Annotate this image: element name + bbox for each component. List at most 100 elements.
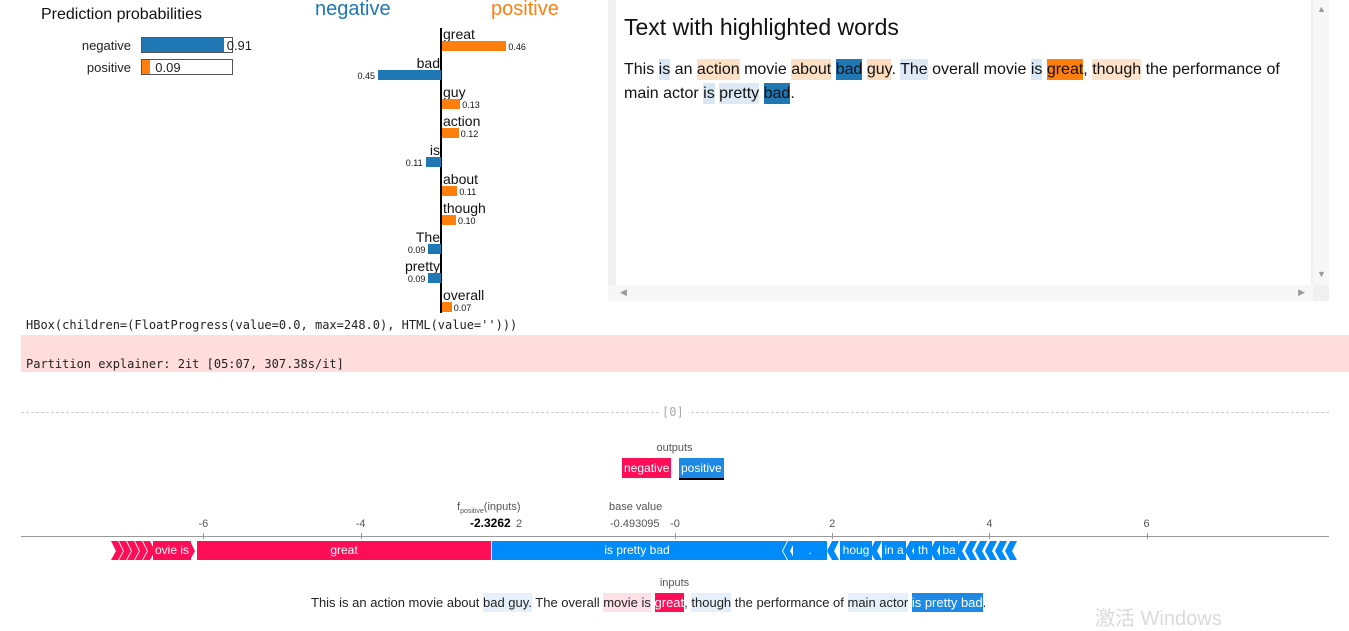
input-token[interactable]: This is an action movie about <box>311 595 483 610</box>
input-token[interactable]: The overall <box>531 595 604 610</box>
feature-word: guy <box>443 84 466 100</box>
chevron-icon <box>975 541 987 560</box>
feature-value: 0.10 <box>458 216 476 226</box>
highlight-token: though <box>1092 59 1142 80</box>
highlighted-text: This is an action movie about bad guy. T… <box>624 58 1314 106</box>
feature-bar <box>428 244 441 254</box>
axis-tick <box>989 533 991 539</box>
force-bar-movie-is[interactable]: ovie is <box>153 541 191 560</box>
chevron-icon <box>930 541 942 560</box>
input-token[interactable] <box>651 593 655 612</box>
feature-word: overall <box>443 287 485 303</box>
f-value-suffix: 2 <box>516 518 523 530</box>
feature-value: 0.07 <box>453 303 472 313</box>
f-symbol: f <box>457 501 461 513</box>
chevron-icon <box>127 541 139 560</box>
feature-value: 0.46 <box>508 42 526 52</box>
f-inputs: (inputs) <box>483 501 521 513</box>
stderr-output: Partition explainer: 2it [05:07, 307.38s… <box>21 335 1349 372</box>
force-bar-main-actor[interactable]: in a <box>882 541 906 560</box>
output-positive-button[interactable]: positive <box>679 458 724 480</box>
feature-value: 0.45 <box>357 71 375 81</box>
highlight-token: overall movie <box>927 61 1031 78</box>
highlight-token: . <box>891 61 901 78</box>
axis-tick <box>203 533 205 539</box>
feature-bar <box>442 215 456 225</box>
feature-bar <box>428 273 441 283</box>
chevron-icon <box>870 541 882 560</box>
chevron-icon <box>985 541 997 560</box>
force-bar-period[interactable]: . <box>793 541 827 560</box>
input-token[interactable]: is pretty bad <box>911 593 983 612</box>
input-token[interactable]: great <box>654 593 685 612</box>
input-token[interactable]: the performance of <box>731 595 848 610</box>
highlight-token: movie <box>739 61 792 78</box>
highlight-token: . <box>790 85 795 102</box>
scroll-down-icon[interactable]: ▼ <box>1317 269 1326 279</box>
probability-fill <box>142 60 151 74</box>
axis-tick-label: 4 <box>986 518 993 530</box>
feature-word: The <box>415 229 440 245</box>
highlight-token: the performance of main actor <box>624 61 1280 102</box>
windows-activation-watermark: 激活 Windows <box>1095 608 1222 630</box>
force-bar-is-pretty-bad[interactable]: is pretty bad <box>492 541 782 560</box>
vertical-scrollbar[interactable]: ▲ ▼ <box>1313 0 1329 285</box>
chevron-icon <box>955 541 967 560</box>
feature-bar <box>425 157 441 167</box>
prediction-probabilities-title: Prediction probabilities <box>41 6 202 23</box>
outputs-label: outputs <box>656 442 693 454</box>
chevron-icon <box>111 541 123 560</box>
highlight-token: is <box>658 59 671 80</box>
input-token[interactable]: . <box>982 595 987 610</box>
chevron-icon <box>1005 541 1017 560</box>
chevron-icon <box>995 541 1007 560</box>
chevron-icon <box>119 541 131 560</box>
highlight-token: action <box>696 59 740 80</box>
highlight-panel[interactable]: Text with highlighted words This is an a… <box>608 0 1329 301</box>
highlight-token: about <box>791 59 832 80</box>
output-negative-button[interactable]: negative <box>622 458 672 478</box>
highlight-token: great <box>1046 59 1084 80</box>
force-bar-great[interactable]: great <box>197 541 491 560</box>
feature-bar <box>442 302 452 312</box>
probability-value: 0.09 <box>155 60 181 75</box>
highlight-token <box>759 85 763 102</box>
feature-value: 0.13 <box>462 100 480 110</box>
highlight-token: an <box>670 61 697 78</box>
highlight-token: , <box>1083 61 1093 78</box>
horizontal-scrollbar[interactable]: ◀ ▶ <box>608 285 1313 301</box>
chevron-icon <box>827 541 839 560</box>
chevron-icon <box>783 541 795 560</box>
probability-value: 0.91 <box>226 38 253 53</box>
probability-fill <box>142 38 224 52</box>
feature-bar <box>378 70 441 80</box>
probability-label: positive <box>86 60 131 75</box>
feature-word: pretty <box>404 258 440 274</box>
probability-bar <box>141 59 233 75</box>
feature-value: 0.11 <box>405 158 423 168</box>
input-token[interactable]: , <box>684 595 692 610</box>
scroll-left-icon[interactable]: ◀ <box>620 287 627 297</box>
force-bar-though[interactable]: houg <box>840 541 872 560</box>
force-plot-bars <box>111 541 1017 560</box>
output-index: [0] <box>658 405 688 419</box>
inputs-label: inputs <box>659 577 690 589</box>
scroll-right-icon[interactable]: ▶ <box>1298 287 1305 297</box>
feature-word: bad <box>416 55 440 71</box>
highlight-token: is <box>703 83 715 104</box>
feature-value: 0.11 <box>459 187 477 197</box>
scroll-up-icon[interactable]: ▲ <box>1317 4 1326 14</box>
force-bar-the[interactable]: th <box>914 541 932 560</box>
probability-label: negative <box>81 38 131 53</box>
probability-row: negative 0.91 <box>60 37 260 55</box>
probability-bar <box>141 37 233 53</box>
highlight-token: This <box>624 61 659 78</box>
force-bar-bad-guy[interactable]: ba <box>940 541 958 560</box>
feature-value: 0.12 <box>460 129 479 139</box>
highlight-token: The <box>900 59 928 80</box>
input-token[interactable]: though <box>691 593 732 612</box>
input-token[interactable]: bad guy. <box>482 593 532 612</box>
input-token[interactable]: movie is <box>603 593 651 612</box>
chevron-icon <box>143 541 155 560</box>
input-token[interactable]: main actor <box>847 593 909 612</box>
